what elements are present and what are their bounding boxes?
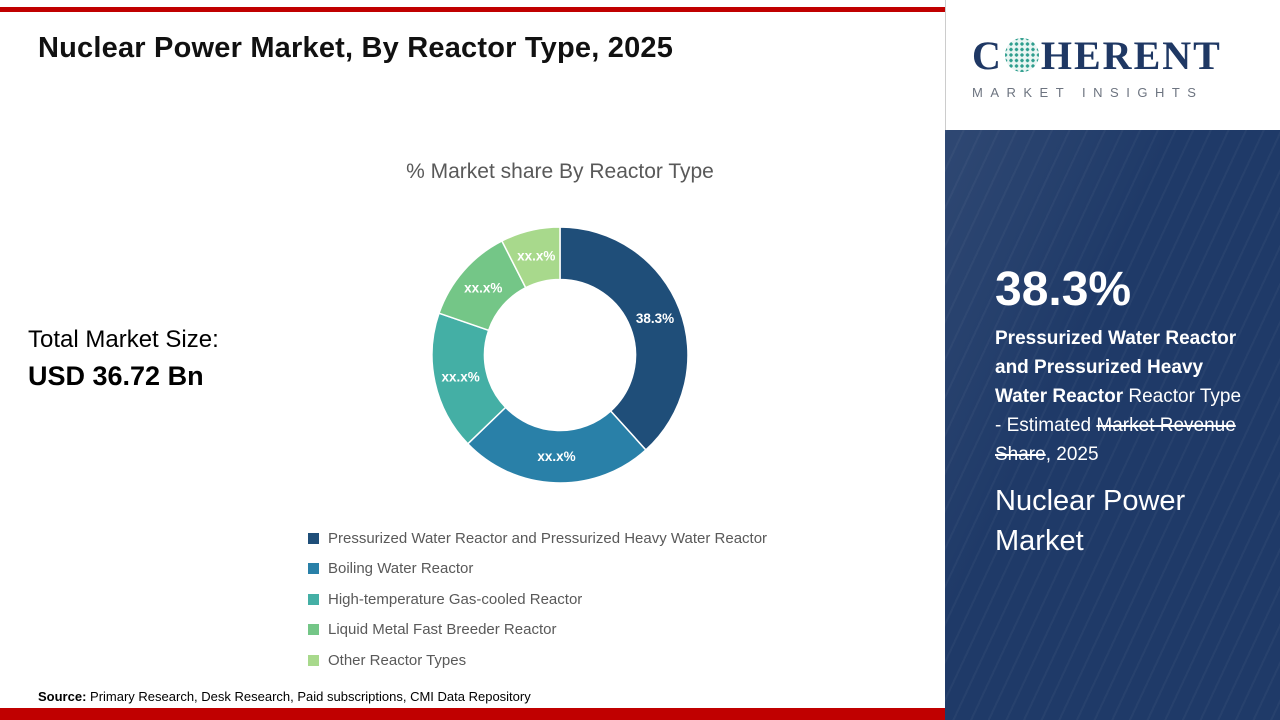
- stat-description: Pressurized Water Reactor and Pressurize…: [995, 324, 1242, 469]
- stat-struck-text: Market Revenue Share: [995, 415, 1236, 466]
- slice-value-label: 38.3%: [636, 311, 674, 326]
- stat-value: 38.3%: [995, 263, 1132, 316]
- legend-item-liquid-metal[interactable]: Liquid Metal Fast Breeder Reactor: [308, 615, 767, 646]
- legend-swatch: [308, 624, 319, 636]
- source-text: Primary Research, Desk Research, Paid su…: [86, 689, 531, 704]
- legend-label: High-temperature Gas-cooled Reactor: [328, 590, 583, 608]
- dotted-globe-icon: [1004, 38, 1039, 72]
- highlight-panel: 38.3% Pressurized Water Reactor and Pres…: [945, 130, 1280, 720]
- legend-item-boiling-water[interactable]: Boiling Water Reactor: [308, 554, 767, 585]
- sidebar: C HERENT MARKET INSIGHTS 38.3% Pressurize…: [945, 0, 1280, 720]
- chart-legend: Pressurized Water Reactor and Pressurize…: [308, 523, 767, 676]
- report-canvas: Nuclear Power Market, By Reactor Type, 2…: [0, 7, 945, 720]
- total-market-label: Total Market Size:: [28, 326, 219, 353]
- chart-title: % Market share By Reactor Type: [406, 160, 714, 183]
- logo-subtitle: MARKET INSIGHTS: [972, 85, 1204, 100]
- legend-label: Boiling Water Reactor: [328, 560, 474, 578]
- stat-regular-text: Reactor Type - Estimated: [995, 386, 1242, 437]
- slice-value-label: xx.x%: [441, 369, 479, 384]
- market-name: Nuclear Power Market: [995, 485, 1186, 558]
- source-label: Source:: [38, 689, 87, 704]
- slice-value-label: xx.x%: [537, 449, 575, 464]
- top-accent-bar: [0, 7, 945, 12]
- logo-wordmark: C HERENT: [972, 36, 1280, 76]
- slice-value-label: xx.x%: [464, 281, 502, 296]
- logo-text-prefix: C: [972, 33, 1003, 78]
- brand-logo: C HERENT MARKET INSIGHTS: [945, 0, 1280, 130]
- source-note: Source: Primary Research, Desk Research,…: [38, 689, 531, 704]
- donut-chart: 38.3% xx.x% xx.x% xx.x% xx.x%: [431, 226, 689, 484]
- legend-label: Other Reactor Types: [328, 651, 467, 669]
- legend-label: Pressurized Water Reactor and Pressurize…: [328, 529, 768, 547]
- total-market-value: USD 36.72 Bn: [28, 361, 204, 391]
- bottom-accent-bar: [0, 708, 945, 720]
- legend-swatch: [308, 563, 319, 575]
- legend-swatch: [308, 532, 319, 544]
- page-title: Nuclear Power Market, By Reactor Type, 2…: [38, 32, 674, 64]
- donut-slice-1[interactable]: [559, 226, 689, 452]
- stat-suffix-text: , 2025: [1045, 444, 1099, 466]
- legend-swatch: [308, 654, 319, 666]
- donut-slice-5[interactable]: [500, 226, 561, 289]
- legend-swatch: [308, 593, 319, 605]
- legend-label: Liquid Metal Fast Breeder Reactor: [328, 621, 557, 639]
- legend-item-other-types[interactable]: Other Reactor Types: [308, 645, 767, 676]
- slice-value-label: xx.x%: [517, 249, 555, 264]
- legend-item-high-temp-gas[interactable]: High-temperature Gas-cooled Reactor: [308, 584, 767, 615]
- legend-item-pwr-phwr[interactable]: Pressurized Water Reactor and Pressurize…: [308, 523, 767, 554]
- total-market-size: Total Market Size: USD 36.72 Bn: [28, 326, 219, 392]
- logo-text-suffix: HERENT: [1040, 33, 1222, 78]
- stat-bold-text: Pressurized Water Reactor and Pressurize…: [995, 328, 1237, 408]
